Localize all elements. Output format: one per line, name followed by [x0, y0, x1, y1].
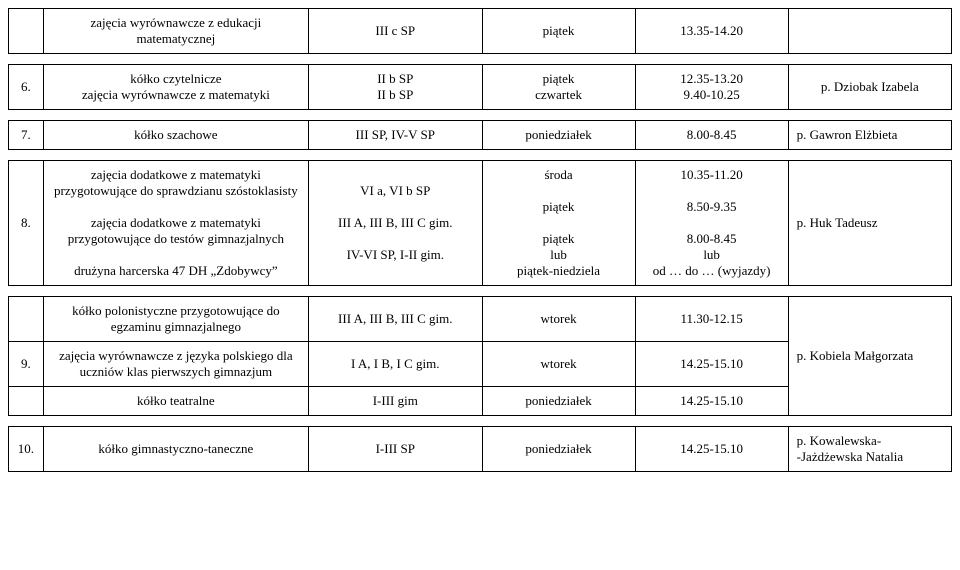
cell-desc: zajęcia wyrównawcze z języka polskiego d… [43, 342, 308, 387]
table-row: kółko polonistyczne przygotowujące do eg… [9, 297, 952, 342]
cell-group: I-III SP [309, 427, 482, 472]
table-row: zajęcia wyrównawcze z edukacji matematyc… [9, 9, 952, 54]
cell-num: 8. [9, 161, 44, 286]
cell-num: 7. [9, 121, 44, 150]
cell-teacher: p. Kobiela Małgorzata [788, 297, 951, 416]
cell-num: 6. [9, 65, 44, 110]
cell-teacher: p. Dziobak Izabela [788, 65, 951, 110]
cell-day: środa piątek piątek lub piątek-niedziela [482, 161, 635, 286]
cell-desc: kółko teatralne [43, 387, 308, 416]
cell-group: I A, I B, I C gim. [309, 342, 482, 387]
cell-num [9, 297, 44, 342]
cell-teacher [788, 9, 951, 54]
cell-group: I-III gim [309, 387, 482, 416]
cell-day: piątek czwartek [482, 65, 635, 110]
cell-group: II b SP II b SP [309, 65, 482, 110]
cell-time: 12.35-13.20 9.40-10.25 [635, 65, 788, 110]
table-row: 8. zajęcia dodatkowe z matematyki przygo… [9, 161, 952, 286]
table-row: 7. kółko szachowe III SP, IV-V SP ponied… [9, 121, 952, 150]
cell-num: 10. [9, 427, 44, 472]
spacer-row [9, 416, 952, 427]
cell-teacher: p. Kowalewska- -Jażdżewska Natalia [788, 427, 951, 472]
cell-desc: zajęcia dodatkowe z matematyki przygotow… [43, 161, 308, 286]
cell-time: 14.25-15.10 [635, 427, 788, 472]
spacer-row [9, 54, 952, 65]
cell-day: poniedziałek [482, 121, 635, 150]
cell-day: wtorek [482, 297, 635, 342]
cell-time: 8.00-8.45 [635, 121, 788, 150]
spacer-row [9, 150, 952, 161]
cell-time: 10.35-11.20 8.50-9.35 8.00-8.45 lub od …… [635, 161, 788, 286]
cell-num: 9. [9, 342, 44, 387]
cell-group: III SP, IV-V SP [309, 121, 482, 150]
spacer-row [9, 286, 952, 297]
cell-teacher: p. Huk Tadeusz [788, 161, 951, 286]
cell-day: poniedziałek [482, 427, 635, 472]
cell-desc: kółko polonistyczne przygotowujące do eg… [43, 297, 308, 342]
table-row: 6. kółko czytelnicze zajęcia wyrównawcze… [9, 65, 952, 110]
cell-desc: kółko szachowe [43, 121, 308, 150]
cell-day: wtorek [482, 342, 635, 387]
cell-teacher: p. Gawron Elżbieta [788, 121, 951, 150]
cell-group: III c SP [309, 9, 482, 54]
cell-time: 14.25-15.10 [635, 387, 788, 416]
cell-time: 14.25-15.10 [635, 342, 788, 387]
cell-day: piątek [482, 9, 635, 54]
cell-desc: zajęcia wyrównawcze z edukacji matematyc… [43, 9, 308, 54]
cell-num [9, 387, 44, 416]
table-row: 10. kółko gimnastyczno-taneczne I-III SP… [9, 427, 952, 472]
cell-desc: kółko czytelnicze zajęcia wyrównawcze z … [43, 65, 308, 110]
cell-day: poniedziałek [482, 387, 635, 416]
cell-group: VI a, VI b SP III A, III B, III C gim. I… [309, 161, 482, 286]
cell-desc: kółko gimnastyczno-taneczne [43, 427, 308, 472]
schedule-tbody: zajęcia wyrównawcze z edukacji matematyc… [9, 9, 952, 472]
cell-num [9, 9, 44, 54]
cell-time: 11.30-12.15 [635, 297, 788, 342]
cell-group: III A, III B, III C gim. [309, 297, 482, 342]
cell-time: 13.35-14.20 [635, 9, 788, 54]
spacer-row [9, 110, 952, 121]
schedule-table: zajęcia wyrównawcze z edukacji matematyc… [8, 8, 952, 472]
